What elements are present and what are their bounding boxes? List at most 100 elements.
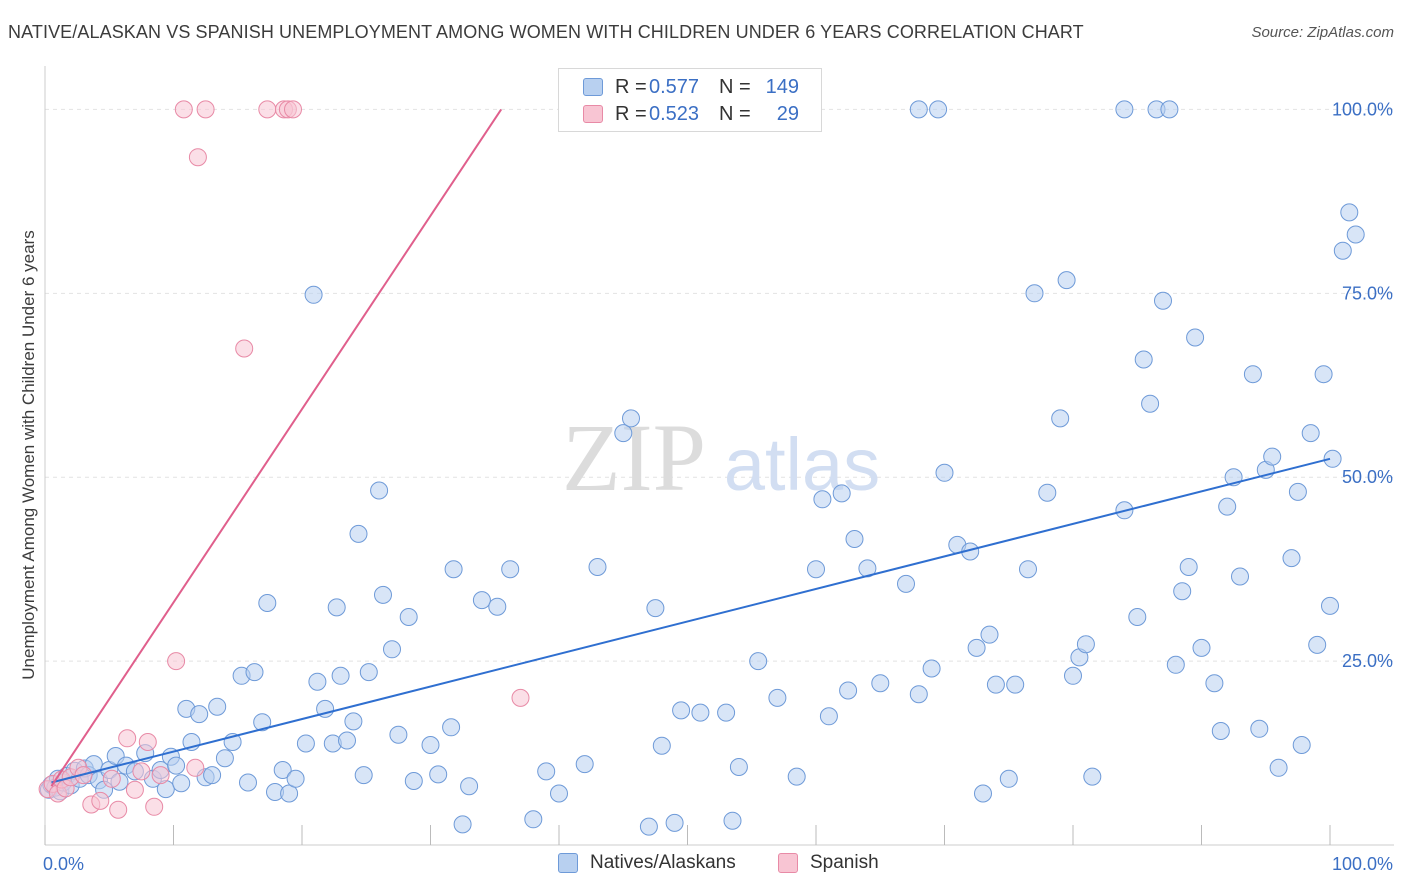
legend-item-spanish[interactable]: Spanish xyxy=(778,852,879,874)
point-natives-alaskans xyxy=(1057,271,1076,290)
legend-label-spanish: Spanish xyxy=(810,852,879,873)
legend-row-natives: R = 0.577 N = 149 xyxy=(583,74,799,100)
point-natives-alaskans xyxy=(691,703,710,722)
point-natives-alaskans xyxy=(1282,549,1301,568)
point-natives-alaskans xyxy=(935,463,954,482)
point-natives-alaskans xyxy=(1141,394,1160,413)
point-natives-alaskans xyxy=(639,817,658,836)
point-natives-alaskans xyxy=(354,766,373,785)
point-natives-alaskans xyxy=(1205,674,1224,693)
legend-n-label: N = xyxy=(719,102,751,125)
y-axis-label: Unemployment Among Women with Children U… xyxy=(19,230,38,679)
legend-n-value: 149 xyxy=(765,75,799,98)
series-spanish xyxy=(38,100,530,819)
point-natives-alaskans xyxy=(308,672,327,691)
legend-swatch-blue xyxy=(583,78,603,96)
legend-r-label: R = xyxy=(615,75,647,98)
point-natives-alaskans xyxy=(729,758,748,776)
point-natives-alaskans xyxy=(1006,675,1025,694)
point-natives-alaskans xyxy=(258,594,277,612)
point-natives-alaskans xyxy=(999,769,1018,788)
point-natives-alaskans xyxy=(1038,483,1057,502)
point-natives-alaskans xyxy=(344,712,363,731)
point-natives-alaskans xyxy=(203,766,222,785)
point-spanish xyxy=(125,780,144,799)
point-natives-alaskans xyxy=(167,756,186,775)
correlation-legend: R = 0.577 N = 149 R = 0.523 N = 29 xyxy=(558,68,822,132)
point-natives-alaskans xyxy=(614,424,633,443)
point-spanish xyxy=(145,797,164,816)
point-natives-alaskans xyxy=(1323,449,1342,468)
point-natives-alaskans xyxy=(1314,365,1333,384)
source-label: Source: ZipAtlas.com xyxy=(1251,24,1394,41)
legend-r-label: R = xyxy=(615,102,647,125)
point-natives-alaskans xyxy=(749,652,768,671)
point-natives-alaskans xyxy=(909,685,928,704)
point-natives-alaskans xyxy=(389,725,408,744)
point-natives-alaskans xyxy=(1231,567,1249,586)
point-natives-alaskans xyxy=(1301,424,1320,443)
point-natives-alaskans xyxy=(172,774,191,793)
legend-n-label: N = xyxy=(719,75,751,98)
point-natives-alaskans xyxy=(1269,758,1288,777)
legend-swatch-pink xyxy=(778,853,798,873)
point-natives-alaskans xyxy=(909,100,928,119)
point-natives-alaskans xyxy=(253,713,272,732)
point-natives-alaskans xyxy=(1321,596,1339,615)
point-natives-alaskans xyxy=(296,734,315,753)
point-natives-alaskans xyxy=(672,701,691,720)
point-natives-alaskans xyxy=(897,574,915,593)
point-natives-alaskans xyxy=(245,663,264,682)
point-natives-alaskans xyxy=(327,598,346,617)
point-natives-alaskans xyxy=(1166,655,1185,674)
point-natives-alaskans xyxy=(1263,447,1282,466)
point-natives-alaskans xyxy=(1292,736,1311,754)
legend-row-spanish: R = 0.523 N = 29 xyxy=(583,101,799,127)
x-tick-label: 100.0% xyxy=(1332,854,1393,874)
point-natives-alaskans xyxy=(349,524,368,543)
point-natives-alaskans xyxy=(1288,482,1307,501)
point-natives-alaskans xyxy=(444,560,463,579)
point-natives-alaskans xyxy=(1076,635,1095,654)
gridlines xyxy=(45,108,1394,662)
point-natives-alaskans xyxy=(374,585,392,604)
point-natives-alaskans xyxy=(1340,203,1359,222)
point-spanish xyxy=(188,148,207,167)
point-natives-alaskans xyxy=(832,484,851,503)
trend-line-natives-alaskans xyxy=(51,457,1331,784)
x-tick-label: 0.0% xyxy=(43,854,84,874)
point-natives-alaskans xyxy=(1192,638,1211,657)
point-natives-alaskans xyxy=(986,675,1005,694)
point-spanish xyxy=(109,800,128,819)
point-natives-alaskans xyxy=(723,811,742,830)
point-natives-alaskans xyxy=(304,285,323,304)
y-tick-label: 100.0% xyxy=(1332,99,1393,119)
point-natives-alaskans xyxy=(488,597,507,616)
point-natives-alaskans xyxy=(588,558,607,576)
point-spanish xyxy=(235,339,254,358)
point-spanish xyxy=(258,100,277,119)
point-spanish xyxy=(102,769,121,788)
point-natives-alaskans xyxy=(1115,100,1134,119)
point-natives-alaskans xyxy=(286,769,305,788)
point-natives-alaskans xyxy=(1154,291,1172,310)
point-natives-alaskans xyxy=(1025,284,1044,303)
legend-swatch-blue xyxy=(558,853,578,873)
point-natives-alaskans xyxy=(1134,350,1153,369)
point-natives-alaskans xyxy=(1243,365,1262,384)
point-natives-alaskans xyxy=(813,490,832,509)
point-natives-alaskans xyxy=(871,674,890,693)
point-natives-alaskans xyxy=(1218,497,1237,516)
point-natives-alaskans xyxy=(550,784,568,803)
legend-item-natives-alaskans[interactable]: Natives/Alaskans xyxy=(558,852,736,874)
point-natives-alaskans xyxy=(429,765,448,784)
chart-title: NATIVE/ALASKAN VS SPANISH UNEMPLOYMENT A… xyxy=(8,22,1084,42)
y-tick-label: 25.0% xyxy=(1342,651,1393,671)
legend-r-value: 0.523 xyxy=(649,102,700,125)
point-natives-alaskans xyxy=(717,703,736,722)
trend-lines xyxy=(50,108,1331,787)
point-spanish xyxy=(151,766,170,785)
point-natives-alaskans xyxy=(929,100,948,119)
point-natives-alaskans xyxy=(1250,719,1269,738)
